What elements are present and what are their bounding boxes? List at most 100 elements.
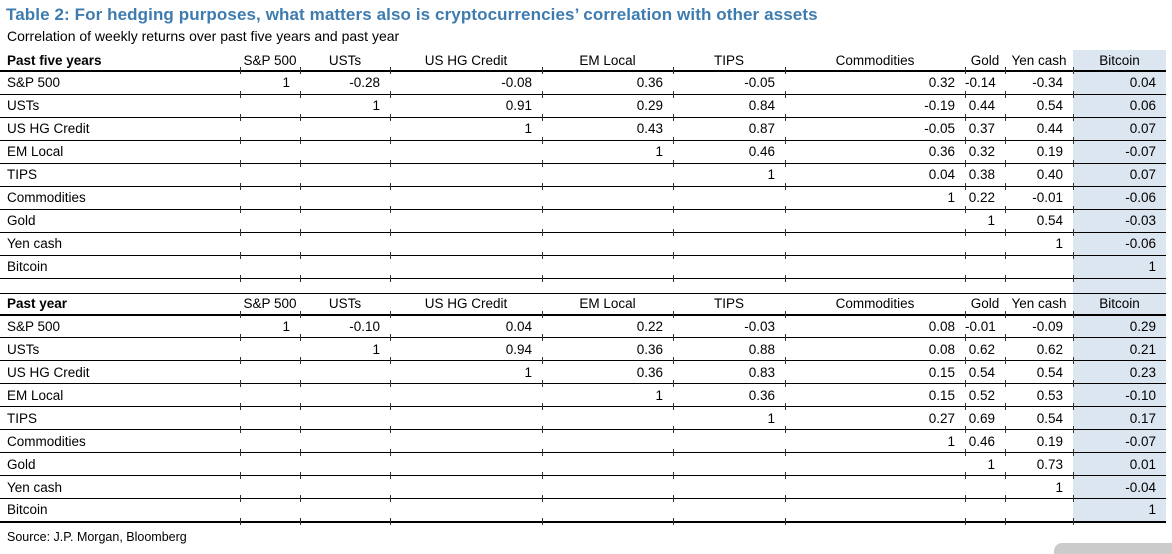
table-row: US HG Credit 1 0.36 0.83 0.15 0.54 0.54 0.23 <box>0 360 1166 387</box>
table-row: USTs 1 0.91 0.29 0.84 -0.19 0.44 0.54 0.06 <box>0 94 1166 120</box>
correlation-cell <box>240 337 301 364</box>
correlation-cell: 1 <box>673 406 786 433</box>
correlation-cell <box>240 186 301 212</box>
correlation-cell: 1 <box>542 140 674 166</box>
correlation-cell: -0.07 <box>1073 140 1166 164</box>
correlation-cell <box>542 475 674 502</box>
period-header: Past year <box>0 293 241 318</box>
table-row: Commodities 1 0.22 -0.01 -0.06 <box>0 186 1166 212</box>
correlation-cell <box>965 255 1006 281</box>
correlation-cell: 1 <box>300 94 391 120</box>
column-header: US HG Credit <box>390 50 543 74</box>
correlation-cell: -0.08 <box>390 71 543 97</box>
correlation-cell: -0.01 <box>965 314 1006 340</box>
correlation-cell: 0.21 <box>1073 337 1166 361</box>
correlation-cell: -0.34 <box>1005 71 1074 97</box>
table-row: EM Local 1 0.46 0.36 0.32 0.19 -0.07 <box>0 140 1166 166</box>
correlation-cell <box>240 117 301 143</box>
correlation-cell <box>542 209 674 235</box>
row-label: S&P 500 <box>0 314 241 340</box>
correlation-cell: 0.38 <box>965 163 1006 189</box>
row-label: Yen cash <box>0 232 241 258</box>
row-label: S&P 500 <box>0 71 241 97</box>
table-row: Commodities 1 0.46 0.19 -0.07 <box>0 429 1166 456</box>
correlation-cell: 0.08 <box>785 314 966 340</box>
table-row: Yen cash 1 -0.06 <box>0 232 1166 258</box>
correlation-cell <box>240 429 301 456</box>
row-label: Bitcoin <box>0 498 241 524</box>
correlation-cell <box>300 360 391 387</box>
correlation-cell: 1 <box>1005 232 1074 258</box>
correlation-cell <box>673 209 786 235</box>
corner-overlay-button[interactable] <box>1054 543 1172 554</box>
correlation-cell <box>240 406 301 433</box>
correlation-cell: 0.36 <box>785 140 966 166</box>
table-row: Bitcoin 1 <box>0 498 1166 524</box>
row-label: EM Local <box>0 140 241 166</box>
column-header: Commodities <box>785 293 966 318</box>
row-label: EM Local <box>0 383 241 410</box>
correlation-cell: 0.15 <box>785 360 966 387</box>
correlation-cell: 1 <box>240 314 301 340</box>
correlation-cell <box>300 498 391 524</box>
correlation-cell: 0.54 <box>1005 406 1074 433</box>
table-row: Gold 1 0.73 0.01 <box>0 452 1166 479</box>
correlation-cell: 1 <box>1005 475 1074 502</box>
row-label: Gold <box>0 452 241 479</box>
correlation-cell <box>240 255 301 281</box>
correlation-table-past-year: Past year S&P 500 USTs US HG Credit EM Local… <box>0 293 1166 524</box>
correlation-cell <box>390 383 543 410</box>
correlation-cell <box>240 140 301 166</box>
column-header: Bitcoin <box>1073 293 1166 316</box>
correlation-cell <box>390 255 543 281</box>
correlation-cell: -0.05 <box>673 71 786 97</box>
correlation-cell: -0.10 <box>300 314 391 340</box>
correlation-cell <box>542 232 674 258</box>
table-gap <box>0 278 1166 294</box>
table-row: TIPS 1 0.27 0.69 0.54 0.17 <box>0 406 1166 433</box>
correlation-cell: 1 <box>965 452 1006 479</box>
row-label: Commodities <box>0 429 241 456</box>
table-row: Bitcoin 1 <box>0 255 1166 281</box>
correlation-tables: Past five years S&P 500 USTs US HG Credit EM… <box>0 50 1172 524</box>
column-header: EM Local <box>542 293 674 318</box>
correlation-cell: 1 <box>240 71 301 97</box>
correlation-cell <box>965 232 1006 258</box>
correlation-cell: 0.15 <box>785 383 966 410</box>
correlation-cell <box>785 255 966 281</box>
correlation-cell <box>240 383 301 410</box>
correlation-cell: 0.37 <box>965 117 1006 143</box>
table-row: S&P 500 1 -0.10 0.04 0.22 -0.03 0.08 -0.01 -0.09… <box>0 314 1166 340</box>
correlation-cell <box>390 140 543 166</box>
correlation-cell: 0.08 <box>785 337 966 364</box>
correlation-cell: -0.10 <box>1073 383 1166 407</box>
correlation-cell <box>673 475 786 502</box>
correlation-cell <box>542 186 674 212</box>
correlation-cell: 0.32 <box>785 71 966 97</box>
row-label: TIPS <box>0 406 241 433</box>
correlation-cell: 0.73 <box>1005 452 1074 479</box>
correlation-cell: 0.19 <box>1005 140 1074 166</box>
correlation-cell <box>300 475 391 502</box>
correlation-cell <box>300 163 391 189</box>
row-label: Bitcoin <box>0 255 241 281</box>
correlation-cell: 0.52 <box>965 383 1006 410</box>
page-subtitle: Correlation of weekly returns over past … <box>7 28 400 44</box>
correlation-cell <box>390 429 543 456</box>
correlation-cell <box>300 383 391 410</box>
correlation-cell <box>300 429 391 456</box>
correlation-cell <box>785 475 966 502</box>
correlation-cell: -0.03 <box>1073 209 1166 233</box>
correlation-cell <box>542 406 674 433</box>
correlation-cell <box>300 452 391 479</box>
correlation-cell: -0.01 <box>1005 186 1074 212</box>
column-header: Yen cash <box>1005 293 1074 318</box>
correlation-cell <box>785 209 966 235</box>
correlation-cell <box>390 186 543 212</box>
correlation-cell: 0.27 <box>785 406 966 433</box>
correlation-cell: 0.44 <box>965 94 1006 120</box>
correlation-cell <box>240 475 301 502</box>
source-note: Source: J.P. Morgan, Bloomberg <box>7 529 187 544</box>
correlation-cell <box>300 209 391 235</box>
correlation-cell: 0.54 <box>1005 94 1074 120</box>
